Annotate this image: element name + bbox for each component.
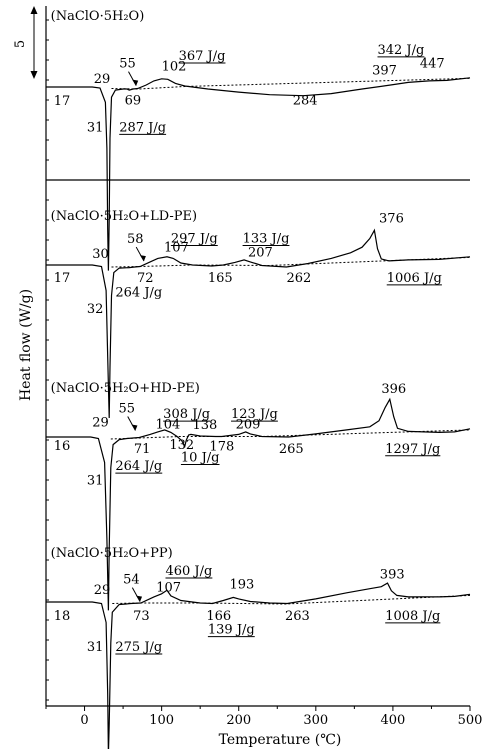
x-tick-label: 300 bbox=[303, 713, 328, 728]
temperature-label: 263 bbox=[285, 609, 310, 624]
x-tick-label: 100 bbox=[149, 713, 174, 728]
temperature-label: 396 bbox=[381, 382, 406, 397]
temperature-label: 16 bbox=[54, 439, 71, 454]
temperature-label: 393 bbox=[380, 568, 405, 583]
enthalpy-label: 1008 J/g bbox=[385, 609, 440, 624]
onset-pointer-head bbox=[139, 255, 146, 262]
x-tick-label: 200 bbox=[226, 713, 251, 728]
enthalpy-label: 275 J/g bbox=[115, 640, 162, 655]
enthalpy-label: 123 J/g bbox=[231, 407, 278, 422]
temperature-label: 29 bbox=[94, 72, 111, 87]
panel-label: (NaClO·5H₂O) bbox=[51, 9, 145, 24]
scale-bar-arrowhead-up bbox=[30, 6, 38, 14]
temperature-label: 30 bbox=[92, 247, 109, 262]
x-axis-label: Temperature (℃) bbox=[219, 732, 342, 748]
temperature-label: 72 bbox=[137, 271, 154, 286]
enthalpy-label: 287 J/g bbox=[119, 120, 166, 135]
integration-baseline bbox=[111, 77, 471, 90]
enthalpy-label: 342 J/g bbox=[377, 43, 424, 58]
temperature-label: 31 bbox=[87, 640, 104, 655]
temperature-label: 54 bbox=[123, 573, 140, 588]
temperature-label: 376 bbox=[379, 212, 404, 227]
temperature-label: 166 bbox=[206, 609, 231, 624]
temperature-label: 31 bbox=[87, 120, 104, 135]
x-ticks: 0 100 200 300 400 500 bbox=[45, 706, 483, 728]
integration-baseline bbox=[110, 429, 471, 440]
temperature-label: 207 bbox=[248, 245, 273, 260]
temperature-label: 55 bbox=[119, 57, 136, 72]
enthalpy-label: 139 J/g bbox=[208, 623, 255, 638]
temperature-label: 17 bbox=[54, 94, 71, 109]
temperature-label: 17 bbox=[54, 271, 71, 286]
temperature-label: 32 bbox=[87, 302, 104, 317]
scale-bar-arrowhead-down bbox=[30, 71, 38, 79]
temperature-label: 209 bbox=[236, 417, 261, 432]
heat-flow-curve bbox=[46, 228, 471, 419]
temperature-label: 18 bbox=[54, 609, 71, 624]
scale-bar-label: 5 bbox=[13, 40, 28, 48]
temperature-label: 107 bbox=[164, 241, 189, 256]
temperature-label: 69 bbox=[125, 93, 142, 108]
enthalpy-label: 1297 J/g bbox=[385, 442, 440, 457]
temperature-label: 58 bbox=[127, 232, 144, 247]
temperature-label: 264 J/g bbox=[115, 286, 162, 301]
axes-frame bbox=[45, 6, 470, 707]
onset-pointer-head bbox=[132, 79, 139, 86]
y-axis-label: Heat flow (W/g) bbox=[18, 289, 34, 401]
enthalpy-label: 460 J/g bbox=[165, 564, 212, 579]
temperature-label: 138 bbox=[192, 418, 217, 433]
onset-pointer-head bbox=[136, 595, 143, 602]
panel-label: (NaClO·5H₂O+HD-PE) bbox=[51, 381, 200, 396]
x-tick-label: 400 bbox=[380, 713, 405, 728]
temperature-label: 265 bbox=[279, 442, 304, 457]
temperature-label: 107 bbox=[156, 580, 181, 595]
enthalpy-label: 133 J/g bbox=[243, 232, 290, 247]
scale-bar: 5 bbox=[13, 6, 38, 79]
temperature-label: 397 bbox=[372, 63, 397, 78]
temperature-label: 55 bbox=[118, 402, 135, 417]
enthalpy-label: 10 J/g bbox=[181, 450, 220, 465]
temperature-label: 29 bbox=[94, 583, 111, 598]
enthalpy-label: 297 J/g bbox=[171, 232, 218, 247]
onset-pointer-head bbox=[131, 424, 138, 431]
enthalpy-label: 308 J/g bbox=[163, 407, 210, 422]
panel-label: (NaClO·5H₂O+PP) bbox=[51, 546, 173, 561]
heat-flow-curve bbox=[46, 582, 471, 749]
temperature-label: 178 bbox=[209, 439, 234, 454]
heat-flow-curve bbox=[46, 397, 471, 611]
temperature-label: 284 bbox=[293, 93, 318, 108]
temperature-label: 262 bbox=[287, 271, 312, 286]
enthalpy-label: 264 J/g bbox=[115, 459, 162, 474]
temperature-label: 31 bbox=[87, 473, 104, 488]
enthalpy-label: 1006 J/g bbox=[387, 271, 442, 286]
enthalpy-label: 367 J/g bbox=[179, 49, 226, 64]
integration-baseline bbox=[111, 256, 471, 268]
heat-flow-curve bbox=[46, 77, 471, 271]
x-tick-label: 0 bbox=[80, 713, 88, 728]
temperature-label: 71 bbox=[134, 442, 151, 457]
temperature-label: 193 bbox=[229, 578, 254, 593]
temperature-label: 29 bbox=[92, 415, 109, 430]
panel-label: (NaClO·5H₂O+LD-PE) bbox=[51, 209, 197, 224]
temperature-label: 165 bbox=[208, 271, 233, 286]
x-tick-label: 500 bbox=[458, 713, 483, 728]
temperature-label: 132 bbox=[169, 438, 194, 453]
temperature-label: 73 bbox=[133, 609, 150, 624]
temperature-label: 447 bbox=[420, 57, 445, 72]
